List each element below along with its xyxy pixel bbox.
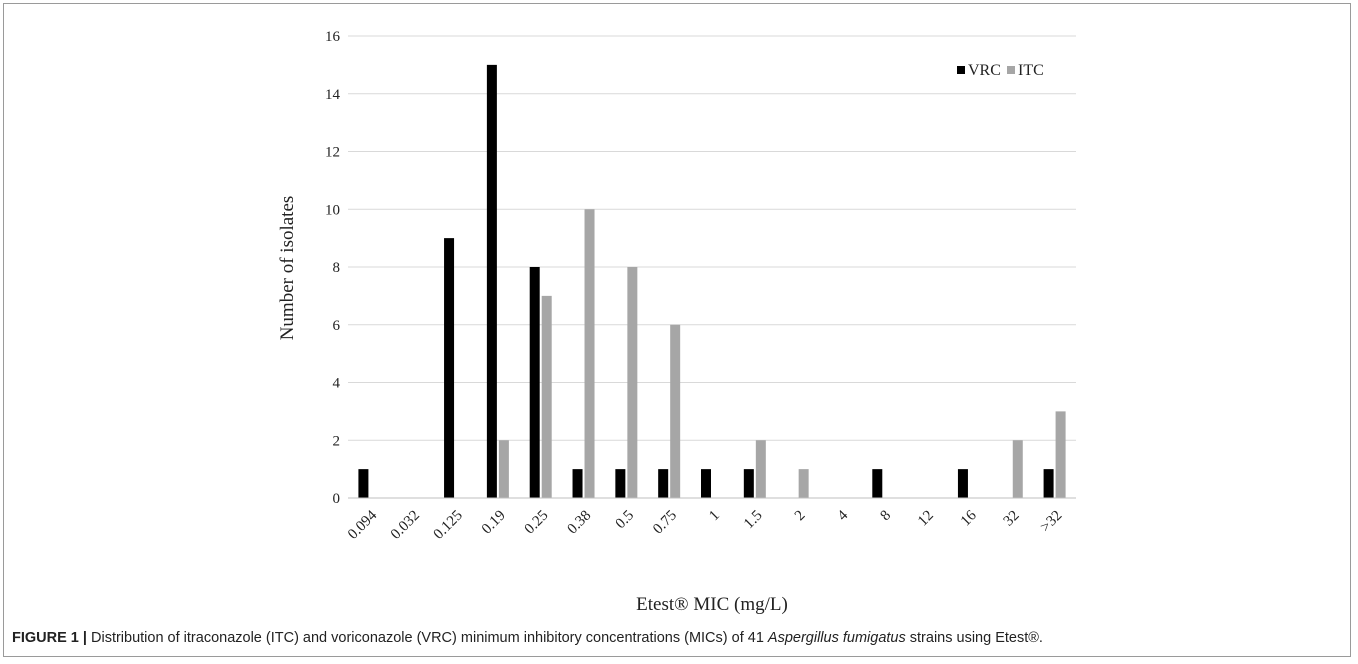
bar-vrc bbox=[743, 469, 754, 498]
x-tick-labels: 0.094 0.032 0.125 0.19 0.25 0.38 0.5 0.75 1 1.5 2 4… bbox=[345, 507, 1065, 543]
y-tick-label: 8 bbox=[333, 260, 341, 276]
bar-itc bbox=[541, 295, 552, 498]
bar-vrc bbox=[358, 469, 369, 498]
y-tick-labels: 0 2 4 6 8 10 12 14 16 bbox=[325, 29, 341, 507]
x-tick-label: 8 bbox=[878, 508, 895, 525]
x-axis-title: Etest® MIC (mg/L) bbox=[636, 594, 788, 615]
bar-vrc bbox=[872, 469, 883, 498]
legend-swatch-itc bbox=[1007, 66, 1015, 74]
x-tick-label: >32 bbox=[1038, 508, 1066, 536]
x-tick-label: 0.75 bbox=[650, 508, 680, 538]
legend-swatch-vrc bbox=[957, 66, 965, 74]
x-tick-label: 0.032 bbox=[388, 508, 423, 543]
bar-itc bbox=[627, 267, 638, 498]
bar-vrc bbox=[615, 469, 626, 498]
bar-itc bbox=[798, 469, 809, 498]
bar-itc bbox=[1055, 411, 1066, 498]
y-tick-label: 2 bbox=[333, 433, 341, 449]
x-tick-label: 0.19 bbox=[479, 508, 509, 538]
figure-caption: FIGURE 1 | Distribution of itraconazole … bbox=[12, 630, 1342, 646]
bar-itc bbox=[584, 209, 595, 498]
bars bbox=[358, 64, 1066, 498]
legend-label-vrc: VRC bbox=[968, 62, 1001, 79]
legend: VRC ITC bbox=[957, 62, 1044, 79]
y-tick-label: 6 bbox=[333, 318, 341, 334]
legend-label-itc: ITC bbox=[1018, 62, 1044, 79]
gridlines bbox=[348, 35, 1076, 441]
bar-itc bbox=[498, 440, 509, 498]
bar-itc bbox=[1012, 440, 1023, 498]
bar-vrc bbox=[957, 469, 968, 498]
caption-text: Distribution of itraconazole (ITC) and v… bbox=[86, 630, 768, 646]
x-tick-label: 2 bbox=[792, 508, 809, 525]
y-tick-label: 12 bbox=[325, 145, 340, 161]
x-tick-label: 0.5 bbox=[613, 508, 638, 533]
bar-vrc bbox=[486, 64, 497, 498]
caption-label: FIGURE 1 | bbox=[12, 630, 87, 646]
x-tick-label: 12 bbox=[915, 508, 937, 530]
y-tick-label: 0 bbox=[333, 491, 341, 507]
y-axis-title: Number of isolates bbox=[277, 196, 298, 341]
bar-vrc bbox=[529, 267, 540, 498]
caption-text-end: strains using Etest®. bbox=[905, 630, 1043, 646]
y-tick-label: 16 bbox=[325, 29, 341, 45]
bar-vrc bbox=[701, 469, 711, 498]
y-tick-label: 10 bbox=[325, 202, 340, 218]
x-tick-label: 0.125 bbox=[431, 508, 466, 543]
y-tick-label: 4 bbox=[333, 376, 341, 392]
x-tick-label: 32 bbox=[1001, 508, 1023, 530]
x-tick-label: 1.5 bbox=[741, 508, 766, 533]
caption-species: Aspergillus fumigatus bbox=[767, 630, 906, 646]
x-tick-label: 1 bbox=[706, 508, 723, 525]
bar-vrc bbox=[658, 469, 669, 498]
bar-itc bbox=[755, 440, 766, 498]
x-tick-label: 0.38 bbox=[564, 508, 594, 538]
x-tick-label: 4 bbox=[835, 507, 852, 524]
y-tick-label: 14 bbox=[325, 87, 341, 103]
x-tick-label: 0.094 bbox=[345, 507, 381, 543]
x-tick-label: 0.25 bbox=[522, 508, 552, 538]
x-tick-label: 16 bbox=[958, 507, 980, 529]
bar-vrc bbox=[444, 238, 455, 498]
bar-itc bbox=[670, 324, 681, 498]
bar-vrc bbox=[1043, 469, 1054, 498]
bar-vrc bbox=[572, 469, 583, 498]
